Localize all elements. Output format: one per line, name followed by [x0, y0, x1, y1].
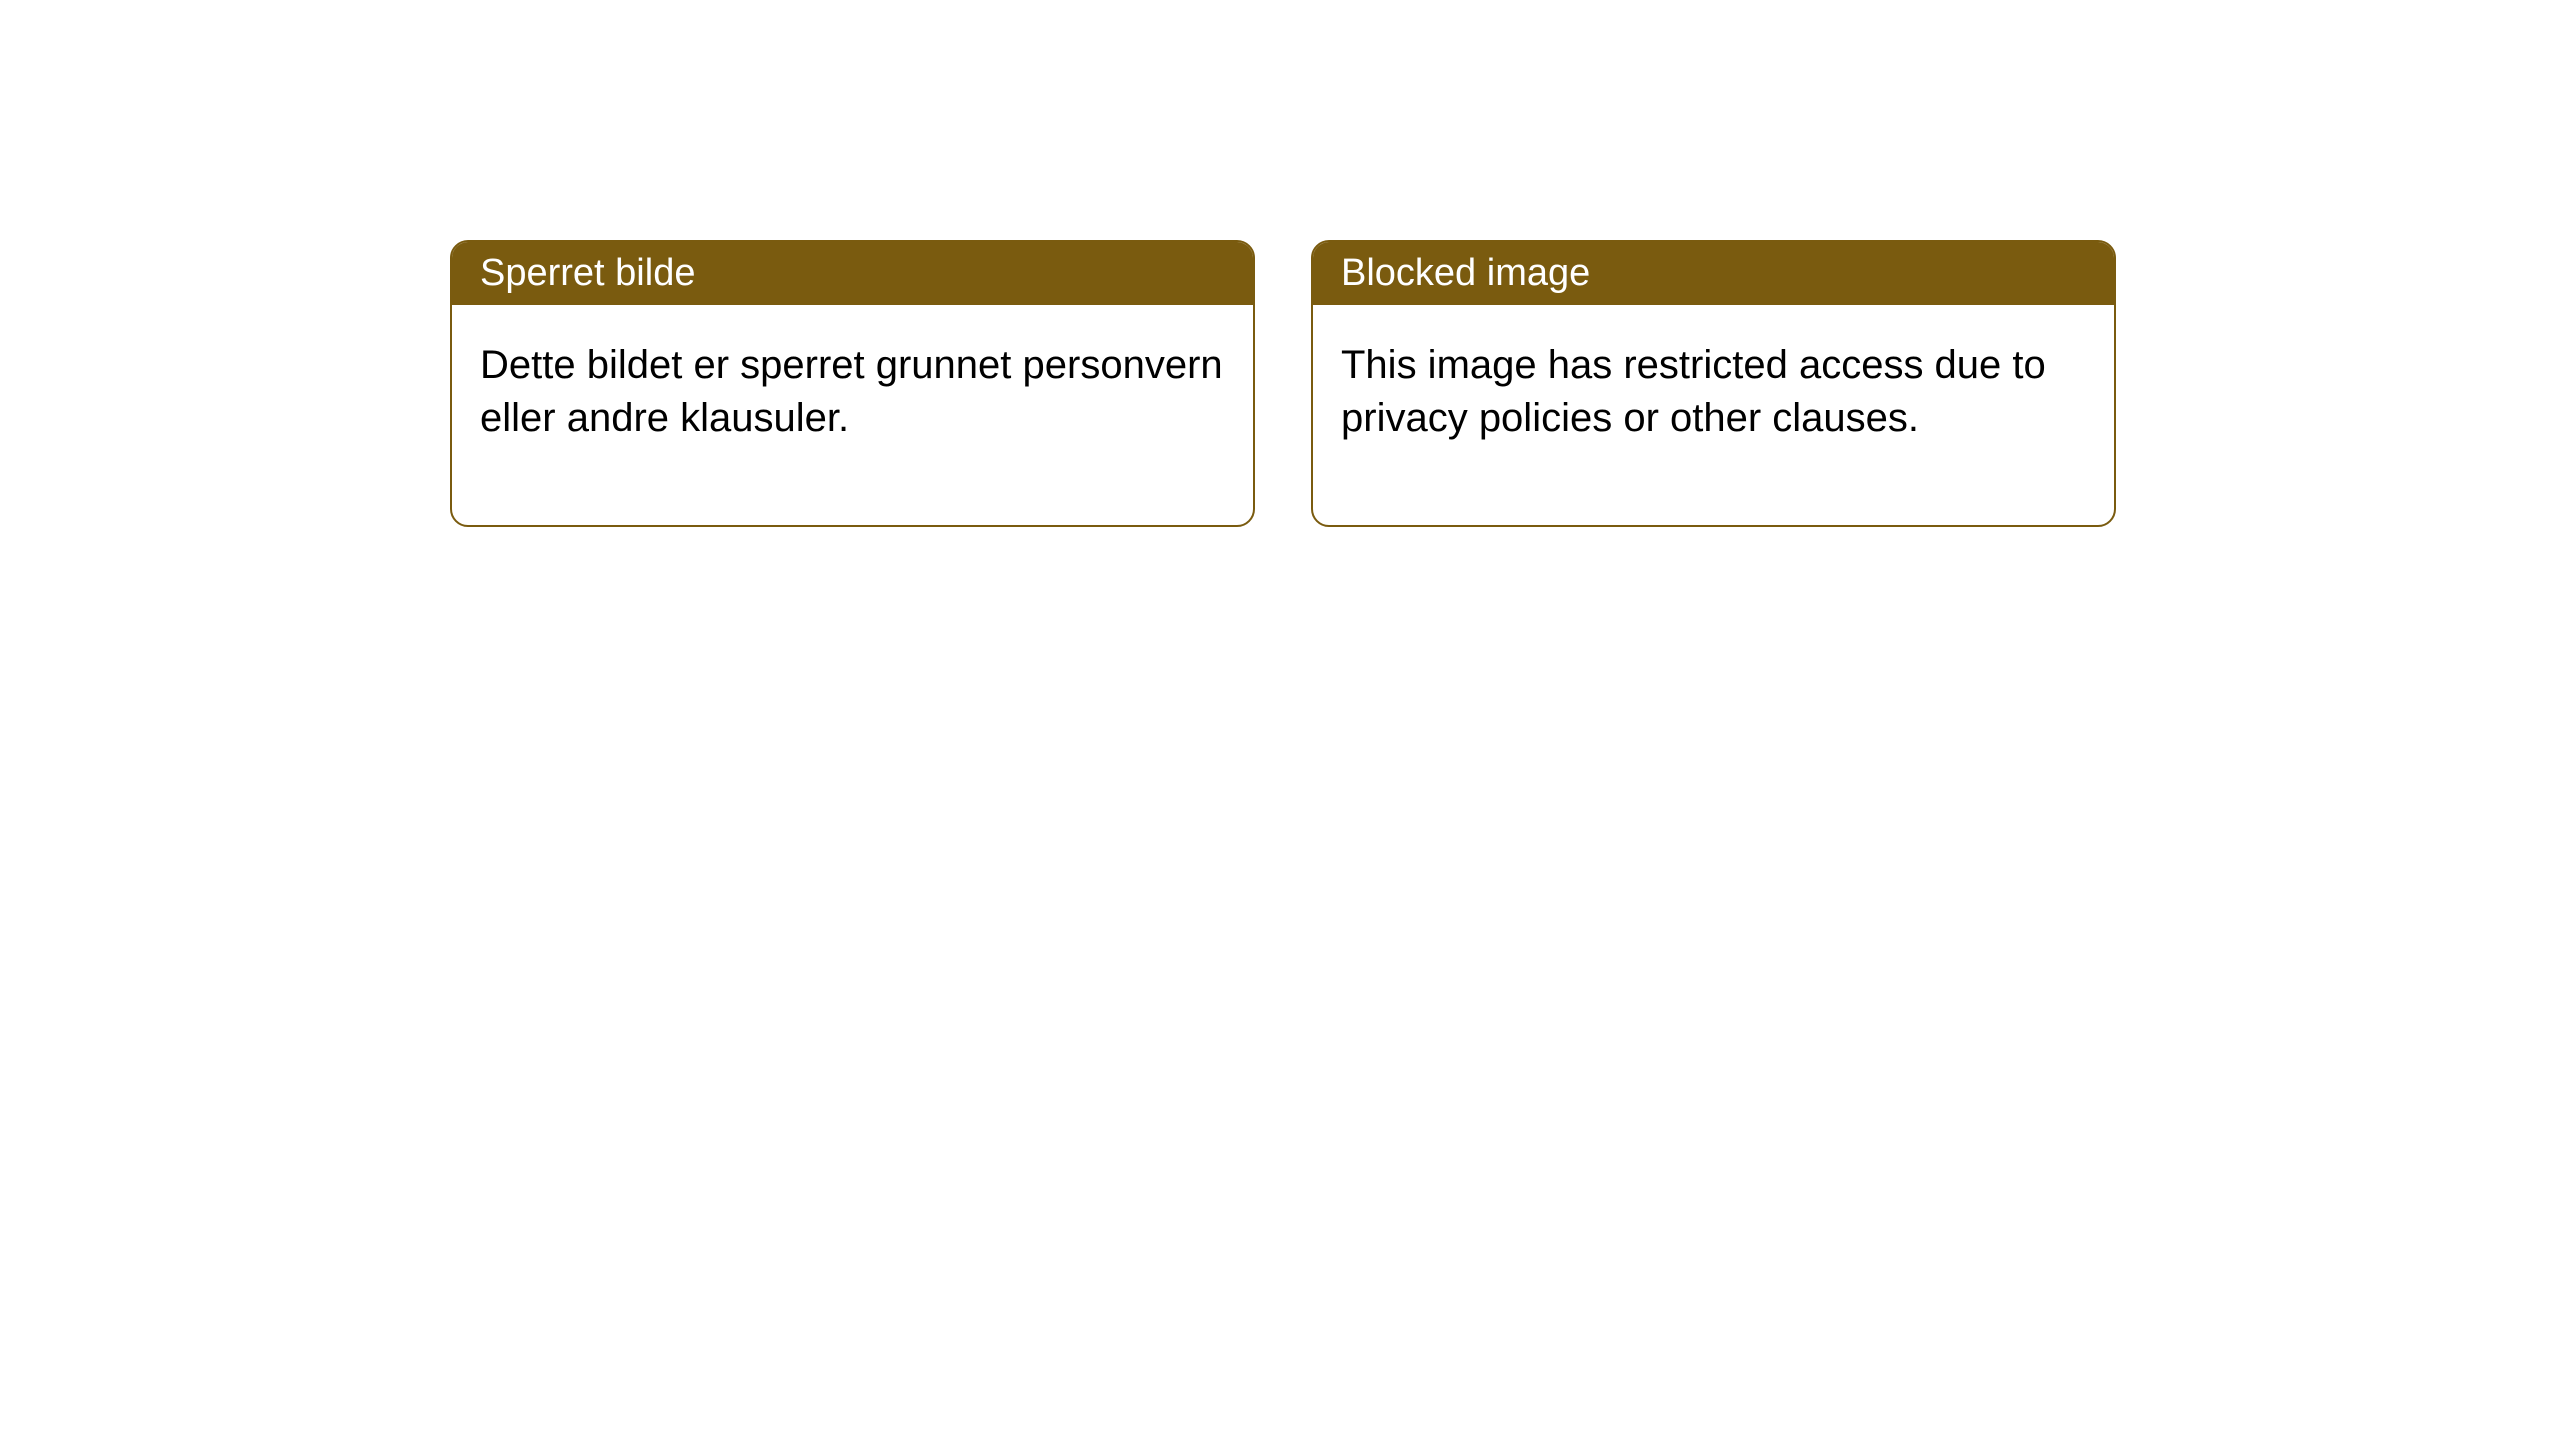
- notice-card-norwegian: Sperret bilde Dette bildet er sperret gr…: [450, 240, 1255, 527]
- notice-card-header: Sperret bilde: [452, 242, 1253, 305]
- notice-card-header: Blocked image: [1313, 242, 2114, 305]
- notice-card-body: This image has restricted access due to …: [1313, 305, 2114, 525]
- notice-card-english: Blocked image This image has restricted …: [1311, 240, 2116, 527]
- notice-card-message: Dette bildet er sperret grunnet personve…: [480, 343, 1223, 440]
- notice-cards-container: Sperret bilde Dette bildet er sperret gr…: [450, 240, 2116, 527]
- notice-card-message: This image has restricted access due to …: [1341, 343, 2046, 440]
- notice-card-title: Blocked image: [1341, 252, 1590, 294]
- notice-card-body: Dette bildet er sperret grunnet personve…: [452, 305, 1253, 525]
- notice-card-title: Sperret bilde: [480, 252, 695, 294]
